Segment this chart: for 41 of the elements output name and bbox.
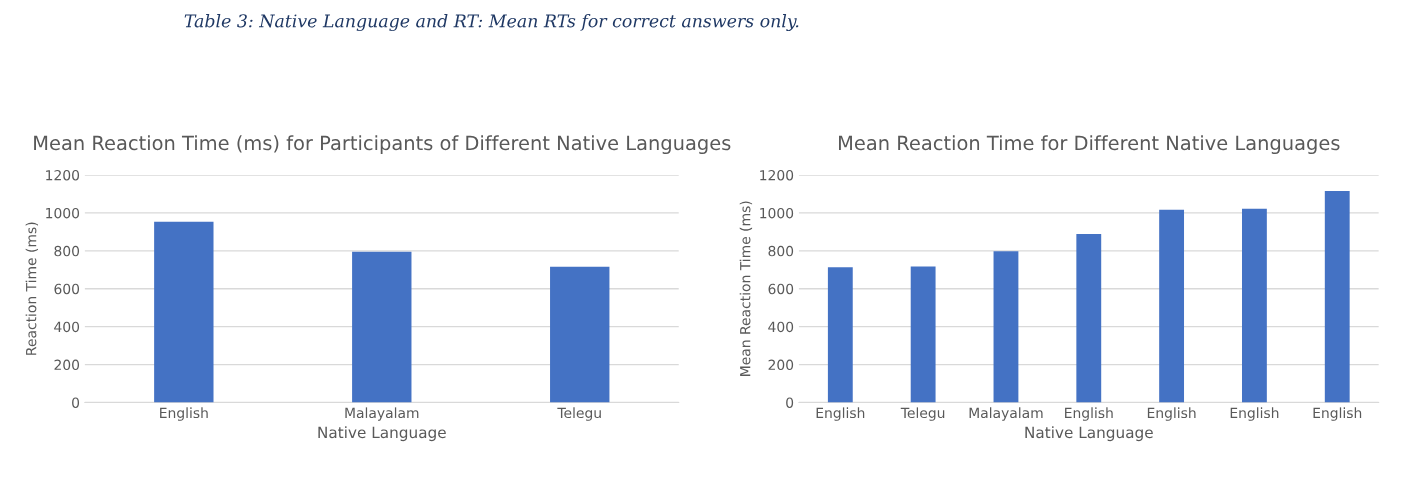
bar [1242,208,1267,403]
y-tick-label: 600 [54,283,80,295]
chart-title: Mean Reaction Time (ms) for Participants of Different Native Languages [34,135,731,155]
bar [154,221,214,403]
x-tick-label: English [1230,407,1279,421]
bar [1076,233,1102,403]
y-axis-title: Mean Reaction Time (ms) [739,201,753,376]
x-tick-label: Malayalam [345,407,419,421]
bar [827,267,853,403]
bar [1324,190,1350,403]
y-tick-label: 1000 [46,207,80,219]
x-tick-label: English [160,407,208,421]
x-tick-label: Malayalam [969,407,1043,421]
y-tick-label: 1200 [46,169,80,181]
x-tick-label: English [1313,407,1362,421]
bar [993,251,1019,403]
x-tick-label: English [1065,407,1113,421]
y-tick-label: 200 [54,359,80,371]
bar [910,266,936,403]
x-axis-title: Native Language [318,426,446,442]
x-axis-title: Native Language [1025,426,1153,442]
x-tick-label: Telegu [557,407,601,421]
bar [1159,209,1185,403]
x-tick-label: English [1147,407,1196,421]
y-tick-label: 400 [768,321,794,333]
y-tick-label: 600 [768,283,794,295]
x-tick-label: Telegu [900,407,945,421]
chart-title: Mean Reaction Time for Different Native Languages [839,135,1340,155]
bar [550,266,610,403]
y-axis-title: Reaction Time (ms) [25,222,39,355]
y-tick-label: 800 [768,245,794,257]
y-tick-label: 800 [54,245,80,257]
x-tick-label: English [816,407,865,421]
y-tick-label: 0 [786,397,794,408]
y-tick-label: 1200 [760,169,794,181]
caption: Table 3: Native Language and RT: Mean RTs for correct answers only. [184,13,799,32]
y-tick-label: 0 [72,397,80,408]
y-tick-label: 200 [768,359,794,371]
bar [352,251,412,403]
y-tick-label: 1000 [760,207,794,219]
y-tick-label: 400 [54,321,80,333]
